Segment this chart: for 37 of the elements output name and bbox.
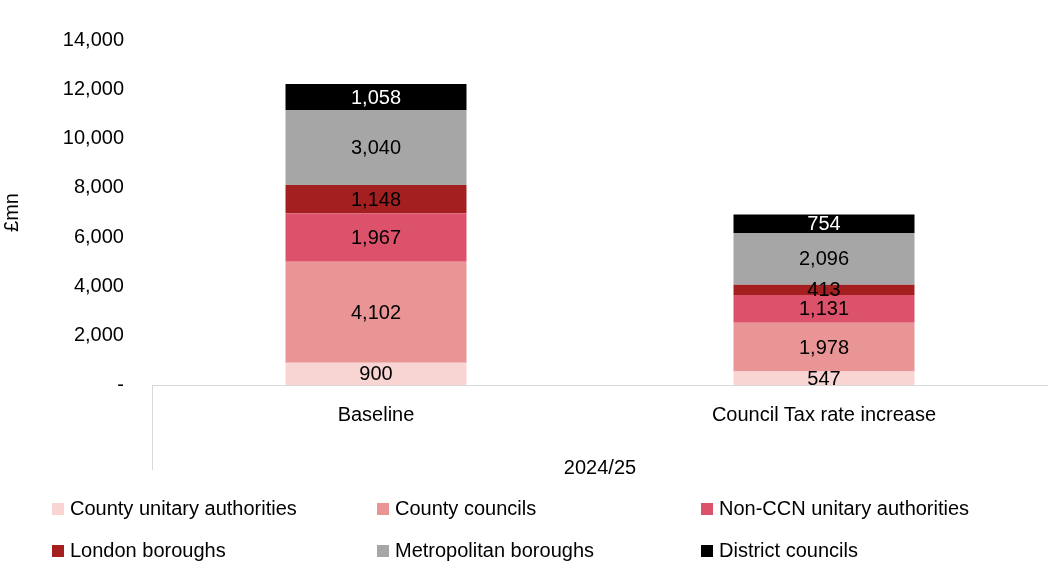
- bar: [285, 213, 467, 262]
- data-label: 2,096: [798, 247, 850, 270]
- data-label: 1,978: [798, 335, 850, 358]
- data-label: 1,148: [350, 187, 402, 210]
- x-tick-label: Council Tax rate increase: [711, 402, 937, 425]
- y-tick-label: 6,000: [73, 224, 124, 247]
- data-label: 547: [807, 366, 841, 389]
- y-tick-label: 4,000: [73, 273, 124, 296]
- y-tick-label: 10,000: [62, 126, 124, 149]
- data-label: 1,967: [350, 226, 402, 249]
- legend-label: London boroughs: [70, 539, 226, 561]
- data-label: 754: [807, 212, 841, 235]
- data-label: 4,102: [350, 300, 402, 323]
- bar: [733, 294, 915, 323]
- legend-label: County unitary authorities: [70, 497, 297, 520]
- y-tick-label: 8,000: [73, 175, 124, 198]
- bar: [285, 83, 467, 111]
- y-tick-label: -: [117, 372, 124, 395]
- bar: [285, 261, 467, 363]
- legend-label: County councils: [395, 497, 537, 520]
- y-tick-label: 2,000: [73, 323, 124, 346]
- x-axis-title: 2024/25: [563, 455, 637, 478]
- bar: [285, 362, 467, 385]
- x-tick-label: Baseline: [337, 402, 415, 425]
- bar: [733, 322, 915, 372]
- bar: [285, 110, 467, 185]
- data-label: 3,040: [350, 136, 402, 159]
- legend-label: Metropolitan boroughs: [395, 539, 595, 561]
- bar: [285, 184, 467, 214]
- legend-label: District councils: [719, 539, 858, 561]
- y-tick-label: 12,000: [62, 76, 124, 99]
- legend-label: Non-CCN unitary authorities: [719, 497, 970, 520]
- data-label: 900: [359, 362, 393, 385]
- y-axis-title: £mn: [0, 193, 22, 232]
- data-label: 1,058: [350, 85, 402, 108]
- y-tick-label: 14,000: [62, 27, 124, 50]
- bar: [733, 214, 915, 234]
